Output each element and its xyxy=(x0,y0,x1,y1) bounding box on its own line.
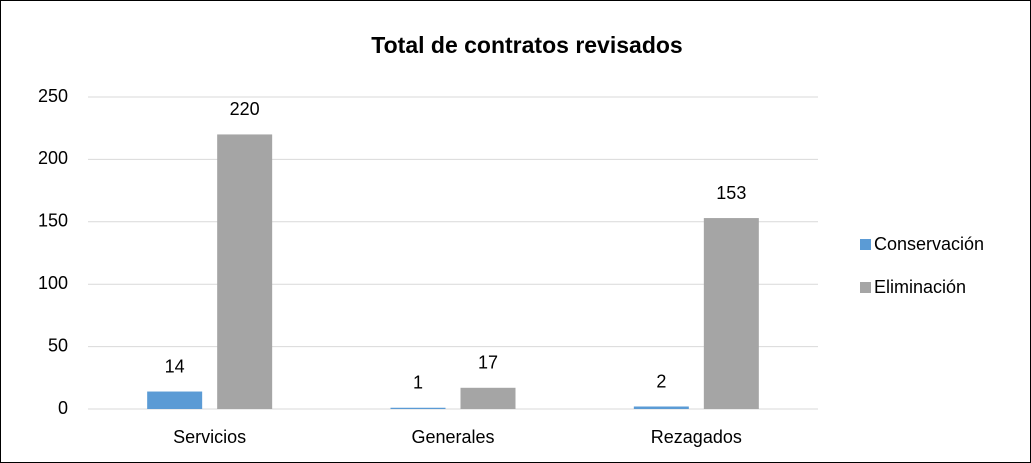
y-tick-label: 50 xyxy=(48,335,68,355)
data-label: 14 xyxy=(165,356,185,376)
y-tick-label: 150 xyxy=(38,211,68,231)
bar xyxy=(633,406,689,409)
bar xyxy=(217,134,273,409)
y-tick-label: 200 xyxy=(38,148,68,168)
bar xyxy=(147,391,203,409)
y-tick-label: 0 xyxy=(58,398,68,418)
legend-swatch xyxy=(860,282,871,293)
data-label: 153 xyxy=(716,183,746,203)
chart-title: Total de contratos revisados xyxy=(371,32,682,58)
x-tick-label: Rezagados xyxy=(651,427,742,447)
y-tick-label: 250 xyxy=(38,86,68,106)
data-label: 17 xyxy=(478,353,498,373)
legend-label: Eliminación xyxy=(874,277,966,297)
legend-label: Conservación xyxy=(874,234,984,254)
bar xyxy=(703,218,759,409)
bar xyxy=(460,387,516,409)
data-label: 2 xyxy=(656,371,666,391)
y-tick-label: 100 xyxy=(38,273,68,293)
legend-swatch xyxy=(860,239,871,250)
bar xyxy=(390,407,446,409)
data-label: 1 xyxy=(413,373,423,393)
x-tick-label: Generales xyxy=(411,427,494,447)
data-label: 220 xyxy=(230,99,260,119)
x-tick-label: Servicios xyxy=(173,427,246,447)
